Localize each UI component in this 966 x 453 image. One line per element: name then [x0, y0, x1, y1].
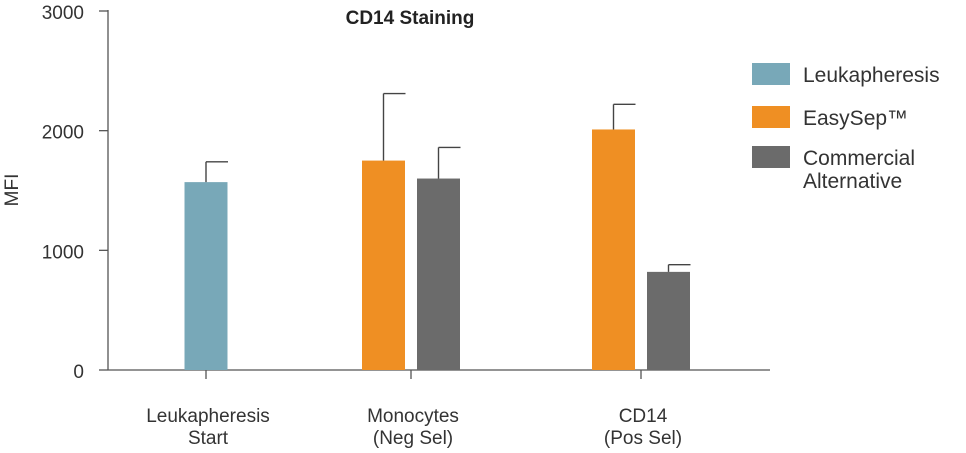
y-tick-label: 2000 — [42, 123, 84, 144]
legend-label: Commercial — [803, 147, 915, 170]
x-tick-label: Monocytes — [367, 406, 459, 427]
error-bars — [205, 92, 691, 272]
y-tick-label: 0 — [73, 362, 84, 383]
x-tick-label: (Pos Sel) — [604, 428, 682, 449]
x-tick-label: CD14 — [619, 406, 668, 427]
legend-label: EasySep™ — [803, 107, 908, 130]
bar — [592, 129, 635, 370]
chart-title: CD14 Staining — [346, 8, 475, 29]
bar — [647, 271, 690, 370]
x-tick-label: Start — [188, 428, 229, 449]
legend-swatch — [752, 63, 790, 85]
bars — [184, 129, 690, 370]
bar — [362, 160, 405, 370]
legend-swatch — [752, 146, 790, 168]
x-tick-label: (Neg Sel) — [373, 428, 453, 449]
y-axis-label: MFI — [2, 174, 23, 207]
y-tick-label: 1000 — [42, 242, 84, 263]
y-tick-labels: 0 1000 2000 3000 — [42, 3, 84, 383]
legend-label: Leukapheresis — [803, 64, 940, 87]
y-tick-label: 3000 — [42, 3, 84, 24]
bar — [184, 182, 228, 370]
legend-swatch — [752, 106, 790, 128]
x-tick-label: Leukapheresis — [146, 406, 270, 427]
legend: Leukapheresis EasySep™ CommercialAlternati… — [752, 63, 940, 193]
legend-label: Alternative — [803, 170, 902, 193]
bar — [417, 178, 460, 370]
